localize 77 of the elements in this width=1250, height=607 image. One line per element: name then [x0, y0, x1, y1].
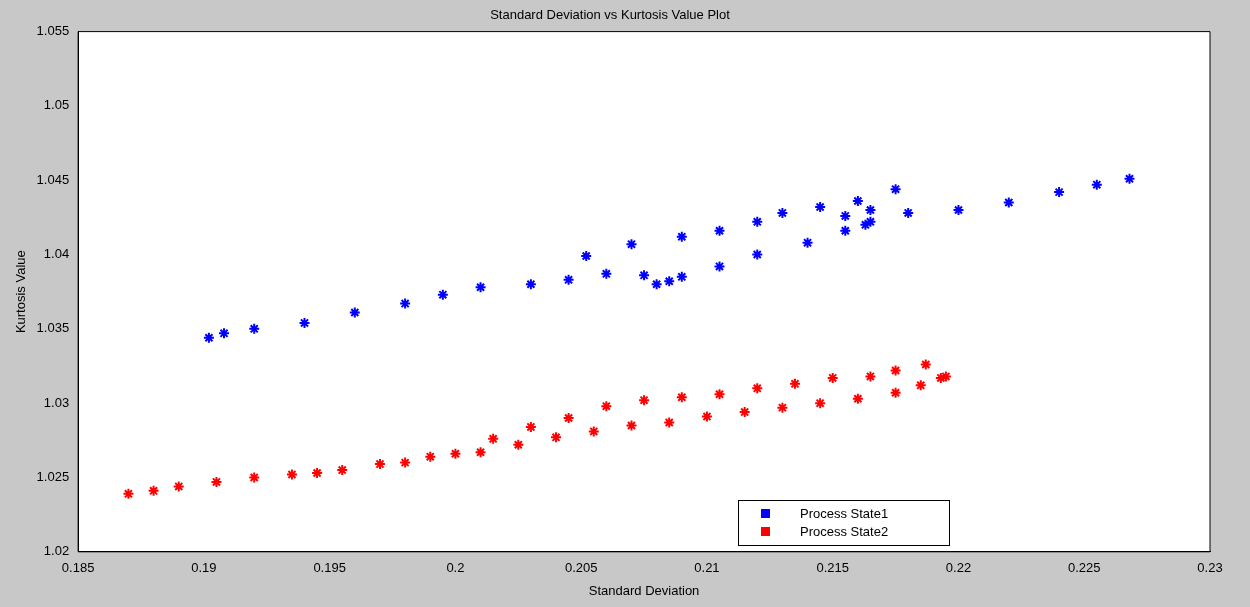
- point: [889, 386, 902, 399]
- point: [914, 379, 927, 392]
- x-tick-label: 0.2: [446, 560, 465, 576]
- point: [675, 391, 688, 404]
- legend-label: Process State1: [800, 506, 889, 522]
- point: [864, 370, 877, 383]
- point: [919, 358, 932, 371]
- point: [512, 438, 525, 451]
- x-tick-label: 0.215: [816, 560, 849, 576]
- point: [348, 306, 361, 319]
- y-tick-label: 1.03: [43, 394, 70, 410]
- point: [122, 487, 135, 500]
- point: [449, 447, 462, 460]
- point: [562, 273, 575, 286]
- point: [889, 183, 902, 196]
- point: [851, 392, 864, 405]
- point: [663, 416, 676, 429]
- x-tick-label: 0.22: [945, 560, 972, 576]
- point: [285, 468, 298, 481]
- point: [700, 410, 713, 423]
- x-tick-label: 0.21: [694, 560, 720, 576]
- point: [713, 260, 726, 273]
- x-tick-label: 0.19: [191, 560, 217, 576]
- point: [713, 388, 726, 401]
- point: [550, 431, 563, 444]
- point: [1002, 196, 1015, 209]
- point: [801, 236, 814, 249]
- legend-label: Process State2: [800, 524, 889, 540]
- x-tick-label: 0.225: [1067, 560, 1101, 576]
- point: [638, 394, 651, 407]
- x-axis-title: Standard Deviation: [588, 582, 700, 598]
- x-tick-label: 0.195: [313, 560, 346, 576]
- point: [675, 270, 688, 283]
- point: [1123, 172, 1136, 185]
- chart-title: Standard Deviation vs Kurtosis Value Plot: [490, 7, 731, 23]
- point: [776, 401, 789, 414]
- point: [474, 281, 487, 294]
- point: [399, 297, 412, 310]
- point: [663, 275, 676, 288]
- point: [713, 224, 726, 237]
- point: [814, 397, 827, 410]
- point: [889, 364, 902, 377]
- y-axis-title: Kurtosis Value: [13, 250, 29, 334]
- x-tick-label: 0.23: [1197, 560, 1223, 576]
- point: [751, 215, 764, 228]
- point: [436, 288, 449, 301]
- y-tick-label: 1.045: [36, 171, 70, 187]
- y-tick-label: 1.025: [36, 469, 70, 485]
- point: [625, 419, 638, 432]
- point: [524, 278, 537, 291]
- point: [751, 382, 764, 395]
- y-tick-label: 1.055: [36, 23, 70, 39]
- x-tick-label: 0.205: [564, 560, 598, 576]
- x-tick-label: 0.185: [61, 560, 95, 576]
- y-tick-label: 1.035: [36, 320, 70, 336]
- y-tick-label: 1.04: [43, 246, 70, 262]
- point: [399, 456, 412, 469]
- point: [172, 480, 185, 493]
- point: [474, 446, 487, 459]
- point: [248, 471, 261, 484]
- point: [638, 269, 651, 282]
- point: [1090, 178, 1103, 191]
- point: [424, 450, 437, 463]
- point: [248, 322, 261, 335]
- point: [600, 400, 613, 413]
- point: [487, 432, 500, 445]
- point: [839, 224, 852, 237]
- point: [587, 425, 600, 438]
- y-tick-label: 1.05: [43, 97, 70, 113]
- point: [650, 278, 663, 291]
- point: [202, 331, 215, 344]
- point: [147, 484, 160, 497]
- point: [625, 238, 638, 251]
- point: [600, 267, 613, 280]
- point: [675, 230, 688, 243]
- point: [751, 248, 764, 261]
- y-tick-label: 1.02: [43, 543, 70, 559]
